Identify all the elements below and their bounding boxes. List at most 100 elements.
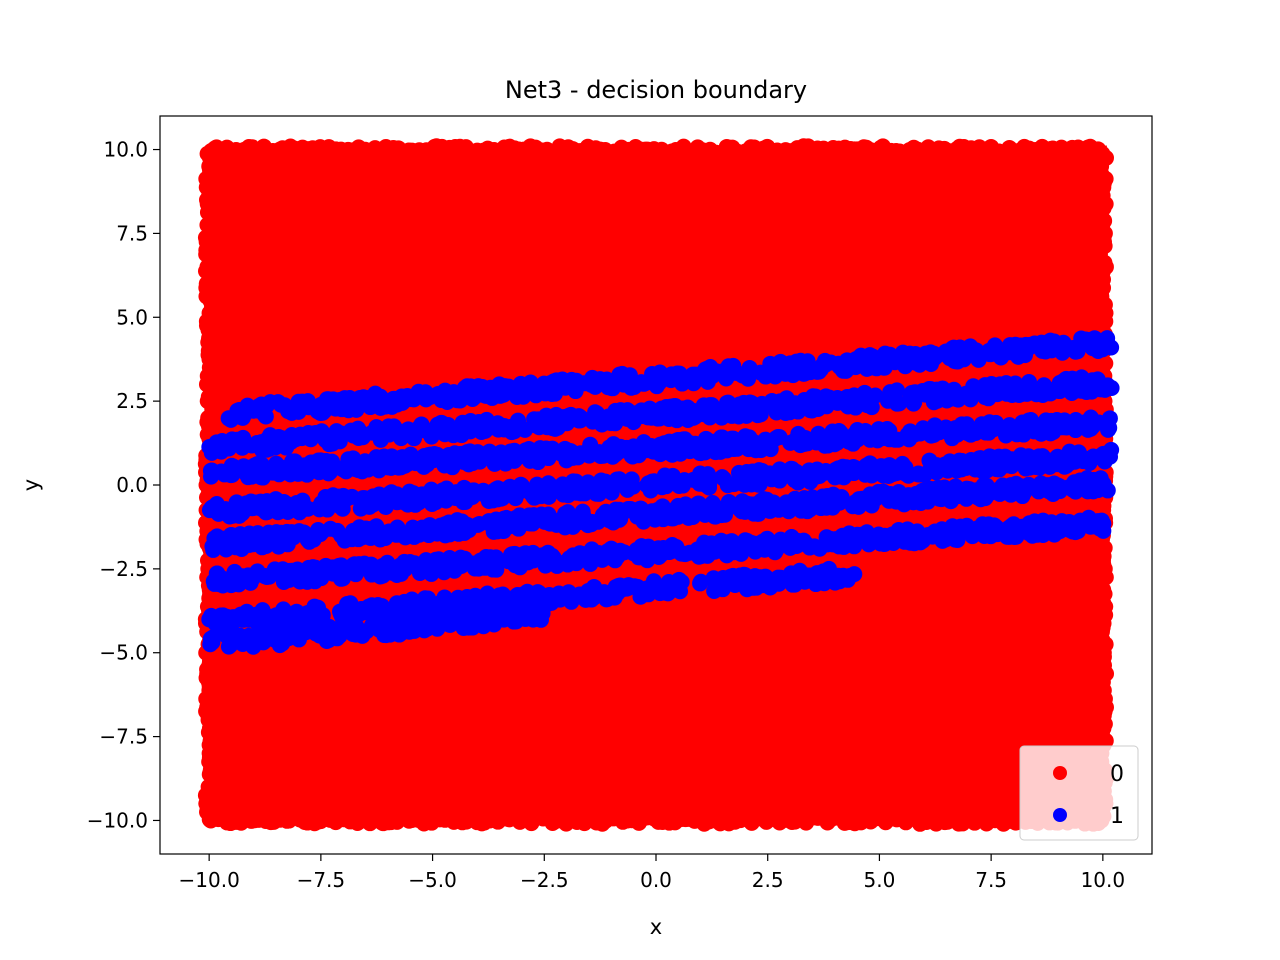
class-1-point — [570, 478, 587, 495]
class-1-point — [363, 566, 380, 583]
class-1-point — [345, 424, 362, 441]
class-1-point — [393, 430, 410, 447]
class-1-point — [205, 629, 222, 646]
class-1-point — [1030, 524, 1047, 541]
class-1-point — [280, 622, 297, 639]
class-1-point — [662, 372, 679, 389]
class-1-point — [556, 519, 573, 536]
class-1-point — [826, 532, 843, 549]
class-1-point — [687, 544, 704, 561]
class-1-point — [506, 452, 523, 469]
class-1-point — [231, 402, 248, 419]
class-1-point — [410, 383, 427, 400]
class-1-point — [889, 395, 906, 412]
class-1-point — [258, 500, 275, 517]
class-1-point — [633, 402, 650, 419]
class-1-point — [662, 445, 679, 462]
class-1-point — [440, 484, 457, 501]
class-1-point — [920, 383, 937, 400]
class-1-point — [514, 379, 531, 396]
class-1-point — [708, 443, 725, 460]
class-1-point — [985, 376, 1002, 393]
class-1-point — [746, 535, 763, 552]
class-1-point — [399, 496, 416, 513]
class-1-point — [299, 393, 316, 410]
x-axis: −10.0 −7.5 −5.0 −2.5 0.0 2.5 5.0 7.5 10.0 — [179, 854, 1126, 892]
x-tick-label: 5.0 — [864, 868, 896, 892]
class-1-point — [327, 459, 344, 476]
y-tick-label: 10.0 — [103, 138, 148, 162]
class-1-point — [700, 371, 717, 388]
class-1-point — [570, 408, 587, 425]
class-1-point — [510, 513, 527, 530]
y-axis: −10.0 −7.5 −5.0 −2.5 0.0 2.5 5.0 7.5 10.0 — [87, 138, 160, 832]
class-1-point — [494, 490, 511, 507]
class-1-point — [1009, 485, 1026, 502]
class-1-point — [847, 359, 864, 376]
class-1-point — [769, 463, 786, 480]
class-1-point — [467, 388, 484, 405]
class-1-point — [243, 400, 260, 417]
class-1-point — [902, 423, 919, 440]
class-1-point — [860, 536, 877, 553]
class-1-point — [1079, 376, 1096, 393]
class-1-point — [591, 444, 608, 461]
x-tick-label: −7.5 — [297, 868, 346, 892]
class-1-point — [1016, 347, 1033, 364]
class-1-point — [504, 590, 521, 607]
class-0-point — [1094, 145, 1111, 162]
class-1-point — [739, 495, 756, 512]
class-1-point — [752, 442, 769, 459]
class-1-point — [908, 350, 925, 367]
class-1-point — [1081, 331, 1098, 348]
class-1-point — [780, 357, 797, 374]
class-1-point — [441, 526, 458, 543]
class-1-point — [294, 570, 311, 587]
y-tick-label: −7.5 — [99, 725, 148, 749]
class-1-point — [459, 554, 476, 571]
class-1-point — [965, 386, 982, 403]
class-1-point — [521, 552, 538, 569]
class-1-point — [720, 394, 737, 411]
class-1-point — [607, 579, 624, 596]
class-1-point — [355, 623, 372, 640]
class-1-point — [778, 390, 795, 407]
x-tick-label: 10.0 — [1081, 868, 1126, 892]
y-tick-label: 5.0 — [116, 305, 148, 329]
class-1-point — [593, 472, 610, 489]
class-1-point — [255, 634, 272, 651]
class-1-point — [377, 529, 394, 546]
class-1-point — [283, 429, 300, 446]
class-1-point — [274, 635, 291, 652]
class-1-point — [312, 463, 329, 480]
class-1-point — [269, 462, 286, 479]
class-1-point — [924, 456, 941, 473]
class-1-point — [1070, 444, 1087, 461]
class-1-point — [542, 375, 559, 392]
class-1-point — [703, 400, 720, 417]
class-1-point — [653, 406, 670, 423]
class-1-point — [639, 552, 656, 569]
x-tick-label: 2.5 — [752, 868, 784, 892]
class-1-point — [377, 398, 394, 415]
class-1-point — [625, 478, 642, 495]
class-1-point — [684, 371, 701, 388]
class-1-point — [361, 600, 378, 617]
class-1-point — [449, 512, 466, 529]
class-1-point — [720, 493, 737, 510]
class-0-point — [199, 145, 216, 162]
class-1-point — [467, 596, 484, 613]
class-1-point — [1058, 419, 1075, 436]
class-1-point — [472, 552, 489, 569]
class-1-point — [1060, 479, 1077, 496]
class-1-point — [868, 359, 885, 376]
class-1-point — [262, 394, 279, 411]
class-1-point — [740, 441, 757, 458]
class-1-point — [364, 520, 381, 537]
class-1-point — [825, 434, 842, 451]
class-1-point — [1064, 370, 1081, 387]
class-1-point — [827, 461, 844, 478]
class-1-point — [495, 611, 512, 628]
class-1-point — [383, 448, 400, 465]
class-1-point — [325, 487, 342, 504]
